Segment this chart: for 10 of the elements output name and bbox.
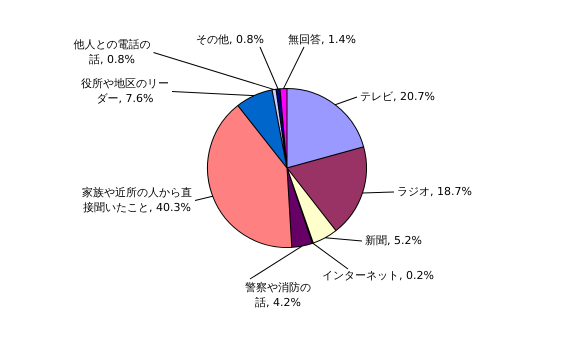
slice-label: ラジオ, 18.7% [397,184,472,198]
slice-label: 警察や消防の話, 4.2% [245,280,311,309]
slice-label: 無回答, 1.4% [288,32,356,46]
slice-label: 新聞, 5.2% [365,234,422,247]
slice-label: 役所や地区のリーダー, 7.6% [81,76,169,105]
slice-label: 家族や近所の人から直接聞いたこと, 40.3% [82,186,192,214]
slice-label: テレビ, 20.7% [360,90,435,103]
slice-label: 他人との電話の話, 0.8% [74,38,150,66]
slice-label: インターネット, 0.2% [322,268,434,282]
slice-label: その他, 0.8% [196,32,264,46]
